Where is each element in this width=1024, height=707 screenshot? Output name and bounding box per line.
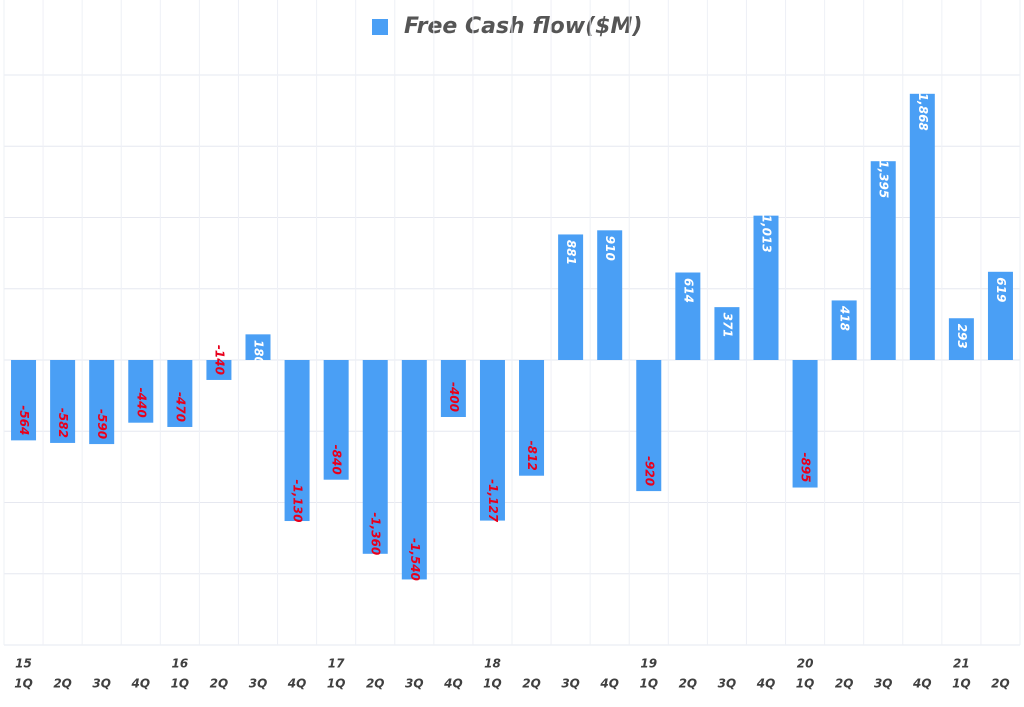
x-tick-label: 1Q (327, 677, 346, 691)
bar (206, 360, 232, 380)
x-tick-label: 4Q (912, 677, 932, 691)
x-tick-label: 2Q (210, 677, 229, 691)
data-label: -812 (525, 441, 539, 471)
x-year-label: 18 (484, 657, 501, 671)
bar (831, 300, 857, 360)
x-year-label: 20 (797, 657, 814, 671)
x-year-label: 15 (15, 657, 32, 671)
data-label: 1,868 (916, 93, 930, 131)
data-label: 910 (603, 236, 617, 261)
bar (519, 360, 545, 476)
x-tick-label: 4Q (130, 677, 150, 691)
bar (479, 360, 505, 521)
legend-label: Free Cash flow($M) (404, 14, 642, 39)
bar (987, 271, 1013, 360)
data-label: -1,540 (408, 538, 422, 581)
bar (401, 360, 427, 580)
bar (89, 360, 115, 445)
x-tick-label: 2Q (522, 677, 541, 691)
bar (440, 360, 466, 417)
data-label: 418 (838, 305, 852, 331)
x-tick-label: 4Q (756, 677, 776, 691)
data-label: -140 (212, 345, 226, 375)
data-label: -895 (799, 453, 813, 483)
bar (50, 360, 76, 443)
data-label: -1,127 (486, 479, 500, 523)
x-tick-label: 3Q (405, 677, 424, 691)
data-label: -590 (95, 409, 109, 439)
x-tick-label: 2Q (679, 677, 698, 691)
x-tick-label: 4Q (599, 677, 619, 691)
bar (245, 334, 271, 360)
data-label: -564 (17, 405, 31, 435)
x-tick-label: 2Q (991, 677, 1010, 691)
bar (714, 307, 740, 360)
bar (675, 272, 701, 360)
data-label: 1,013 (760, 215, 774, 253)
data-label: 619 (994, 277, 1008, 302)
x-year-label: 19 (640, 657, 657, 671)
x-tick-label: 3Q (874, 677, 893, 691)
x-tick-label: 1Q (483, 677, 502, 691)
x-tick-label: 1Q (14, 677, 33, 691)
x-year-label: 21 (953, 657, 970, 671)
x-tick-label: 4Q (443, 677, 463, 691)
bar (909, 93, 935, 360)
data-label: -920 (642, 456, 656, 486)
data-label: -1,360 (369, 512, 383, 555)
x-tick-label: 1Q (639, 677, 658, 691)
bar (870, 161, 896, 360)
data-label: 180 (252, 340, 266, 365)
x-tick-label: 1Q (952, 677, 971, 691)
x-tick-label: 4Q (287, 677, 307, 691)
legend-swatch (372, 19, 388, 35)
bar (597, 230, 623, 360)
bar (284, 360, 310, 522)
bar (362, 360, 388, 554)
x-tick-label: 2Q (835, 677, 854, 691)
data-label: 293 (955, 324, 969, 349)
bar (636, 360, 662, 492)
bar (11, 360, 37, 441)
data-label: -1,130 (291, 480, 305, 523)
data-label: 371 (720, 313, 734, 338)
x-tick-label: 3Q (249, 677, 268, 691)
x-tick-label: 3Q (92, 677, 111, 691)
x-year-label: 16 (171, 657, 188, 671)
data-label: 881 (564, 240, 578, 265)
bar (128, 360, 154, 423)
x-tick-label: 2Q (366, 677, 385, 691)
x-tick-label: 1Q (796, 677, 815, 691)
data-label: -400 (447, 382, 461, 412)
x-tick-label: 1Q (171, 677, 190, 691)
bar (792, 360, 818, 488)
x-tick-label: 2Q (53, 677, 72, 691)
data-label: -440 (134, 388, 148, 418)
x-year-label: 17 (328, 657, 345, 671)
data-label: 614 (681, 278, 695, 303)
bar (948, 318, 974, 360)
bar (753, 215, 779, 360)
bar (323, 360, 349, 480)
x-tick-label: 3Q (561, 677, 580, 691)
data-label: -840 (330, 445, 344, 475)
x-tick-label: 3Q (718, 677, 737, 691)
data-label: 1,395 (877, 160, 891, 198)
bar (558, 234, 584, 360)
data-label: -470 (173, 392, 187, 422)
data-label: -582 (56, 408, 70, 438)
bar (167, 360, 193, 427)
